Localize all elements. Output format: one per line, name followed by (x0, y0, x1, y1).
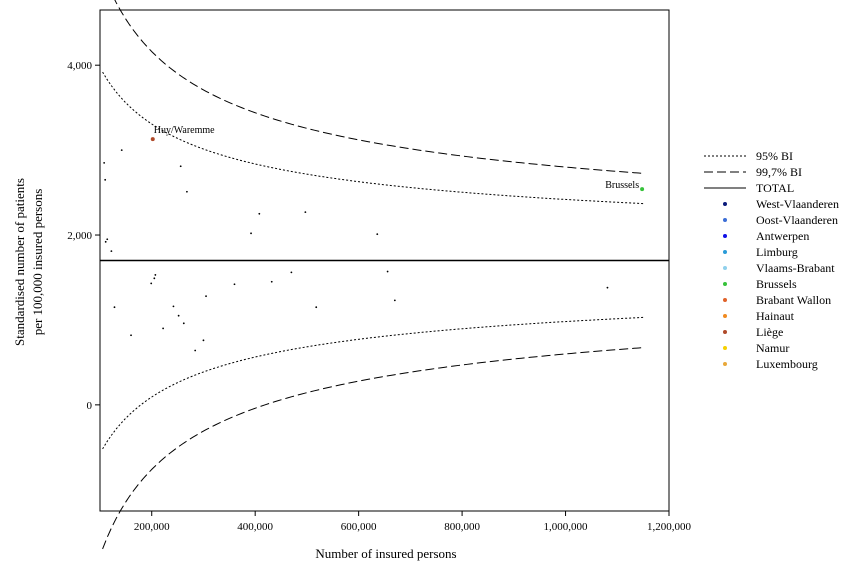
legend-item-total: TOTAL (704, 180, 795, 195)
legend-marker (723, 282, 727, 286)
y-tick-label: 4,000 (67, 60, 92, 72)
ci95-lower-line (102, 316, 644, 450)
legend-marker (723, 362, 727, 366)
legend-item-region: Brussels (700, 276, 839, 292)
legend-marker (723, 330, 727, 334)
legend-item-region: Antwerpen (700, 228, 839, 244)
legend-item-region: Hainaut (700, 308, 839, 324)
legend-item-region: Oost-Vlaanderen (700, 212, 839, 228)
x-axis-label: Number of insured persons (315, 546, 456, 561)
region-legend: West-Vlaanderen Oost-Vlaanderen Antwerpen L… (700, 196, 839, 372)
ci997-upper-line (114, 0, 644, 174)
ci95-upper-line (102, 71, 644, 205)
legend-item-region: Limburg (700, 244, 839, 260)
data-point (258, 212, 261, 215)
legend-label: Brussels (756, 276, 797, 291)
data-point (106, 238, 109, 241)
data-point (150, 282, 153, 285)
y-axis-label-line1: Standardised number of patients (12, 178, 27, 346)
data-point (233, 283, 236, 286)
data-point (104, 178, 107, 181)
y-tick-label: 2,000 (67, 230, 92, 242)
legend-label: Namur (756, 340, 790, 355)
data-point (110, 250, 113, 253)
legend-label: Liège (756, 324, 784, 339)
legend-item-95-bi: 95% BI (704, 148, 793, 163)
x-tick-label: 1,000,000 (544, 521, 589, 533)
data-points: Huy/Waremme Brussels (103, 125, 645, 352)
data-point (205, 295, 207, 298)
data-point (162, 327, 165, 330)
x-tick-label: 400,000 (237, 521, 273, 533)
legend-marker (723, 250, 727, 254)
data-point (194, 349, 197, 352)
legend-item-region: Luxembourg (700, 356, 839, 372)
legend-marker (723, 202, 727, 206)
data-point (606, 286, 609, 289)
x-tick-label: 200,000 (134, 521, 170, 533)
legend: 95% BI 99,7% BI TOTAL West-Vlaanderen Oos… (700, 148, 839, 372)
data-point (120, 149, 123, 152)
data-point (182, 322, 185, 325)
data-point (179, 165, 182, 168)
data-point (270, 280, 273, 283)
x-tick-label: 1,200,000 (647, 521, 692, 533)
legend-item-region: Brabant Wallon (700, 292, 839, 308)
legend-label: Vlaams-Brabant (756, 260, 835, 275)
legend-marker (723, 266, 727, 270)
data-point (177, 314, 180, 317)
legend-item-997-bi: 99,7% BI (704, 164, 802, 179)
y-tick-label: 0 (87, 400, 93, 412)
y-axis-label-line2: per 100,000 insured persons (30, 189, 45, 336)
point-label: Huy/Waremme (154, 125, 215, 136)
legend-label: Hainaut (756, 308, 794, 323)
legend-marker (723, 298, 727, 302)
data-point (250, 232, 252, 235)
x-axis: 200,000 400,000 600,000 800,000 1,000,000 1,2… (134, 511, 692, 533)
legend-marker (723, 234, 727, 238)
legend-item-region: Vlaams-Brabant (700, 260, 839, 276)
data-point (130, 334, 132, 337)
data-point (386, 270, 389, 273)
data-point (103, 161, 106, 164)
data-point (393, 299, 396, 302)
legend-item-region: Liège (700, 324, 839, 340)
data-point (150, 137, 155, 142)
legend-marker (723, 314, 727, 318)
data-point (640, 187, 645, 192)
data-point (153, 277, 156, 280)
ci997-lower-line (102, 347, 644, 550)
data-point (315, 306, 318, 309)
legend-label: Antwerpen (756, 228, 810, 243)
legend-label: Limburg (756, 244, 798, 259)
x-tick-label: 600,000 (341, 521, 377, 533)
y-axis: 0 2,000 4,000 (67, 60, 100, 412)
control-limit-lines (102, 0, 644, 550)
data-point (202, 339, 205, 342)
data-point (290, 271, 293, 274)
data-point (172, 305, 175, 308)
data-point (186, 190, 188, 193)
legend-label: Luxembourg (756, 356, 818, 371)
legend-marker (723, 218, 727, 222)
data-point (113, 306, 116, 309)
x-tick-label: 800,000 (444, 521, 480, 533)
legend-label: West-Vlaanderen (756, 196, 839, 211)
data-point (104, 240, 107, 243)
legend-item-region: West-Vlaanderen (700, 196, 839, 212)
legend-marker (723, 346, 727, 350)
data-point (376, 233, 379, 236)
legend-label: Oost-Vlaanderen (756, 212, 838, 227)
legend-label: Brabant Wallon (756, 292, 832, 307)
legend-item-region: Namur (700, 340, 839, 356)
data-point (304, 211, 307, 213)
point-label: Brussels (605, 180, 639, 191)
data-point (154, 274, 157, 276)
